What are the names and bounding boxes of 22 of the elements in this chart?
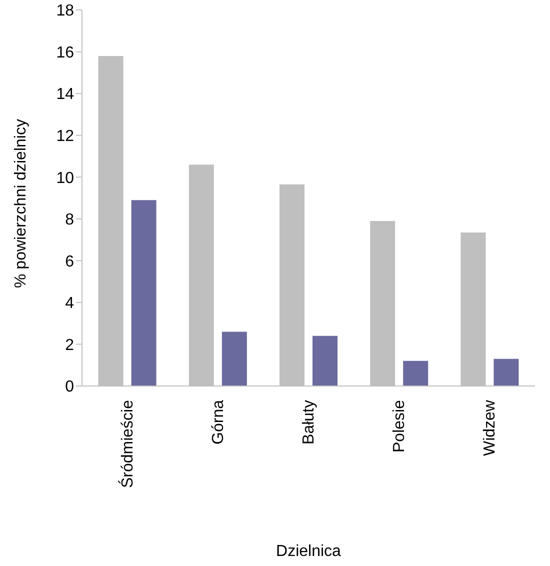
x-axis-title: Dzielnica <box>276 543 342 560</box>
y-tick-label: 6 <box>65 253 74 270</box>
x-tick-label: Bałuty <box>300 400 318 444</box>
y-tick-label: 12 <box>56 128 74 146</box>
bar <box>312 336 338 386</box>
y-tick-label: 14 <box>56 86 74 104</box>
x-tick-label: Śródmieście <box>117 400 136 488</box>
y-tick-label: 0 <box>65 378 74 396</box>
x-tick-label: Widzew <box>482 400 499 456</box>
y-tick-label: 8 <box>65 212 74 229</box>
y-tick-label: 10 <box>56 170 74 187</box>
x-tick-label: Polesie <box>391 400 408 452</box>
y-tick-label: 2 <box>65 336 74 354</box>
y-tick-label: 4 <box>65 295 74 312</box>
x-tick-label: Górna <box>210 400 227 444</box>
y-tick-label: 16 <box>56 44 74 62</box>
bar <box>131 200 156 386</box>
bar <box>222 332 247 386</box>
bar <box>403 360 428 386</box>
y-axis-title: % powierzchni dzielnicy <box>12 119 30 288</box>
bar <box>494 358 519 386</box>
y-tick-label: 18 <box>56 2 74 20</box>
